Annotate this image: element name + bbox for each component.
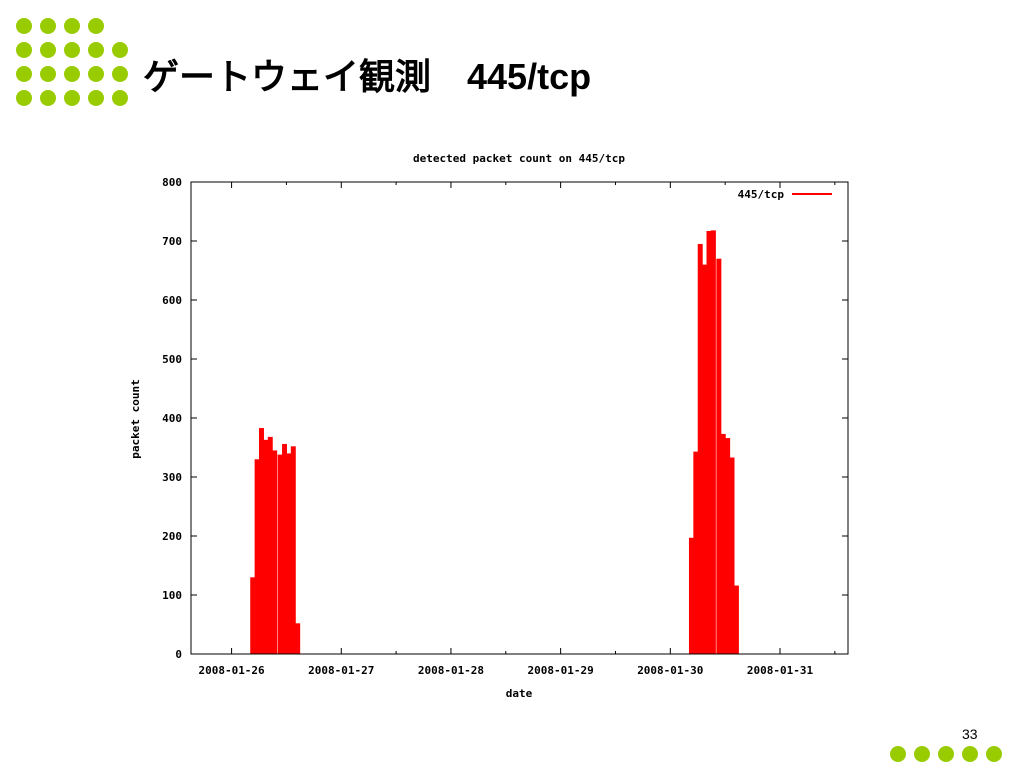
- decorative-dot-row: [890, 746, 1002, 764]
- decorative-dot: [938, 746, 954, 762]
- bar: [254, 459, 260, 654]
- decorative-dot: [40, 18, 56, 34]
- bar: [277, 454, 283, 654]
- bar: [733, 585, 739, 654]
- decorative-dot: [914, 746, 930, 762]
- decorative-dot: [890, 746, 906, 762]
- plot-frame: [190, 181, 849, 655]
- bar: [716, 258, 722, 654]
- chart-legend: 445/tcp: [738, 188, 832, 201]
- decorative-dot: [88, 18, 104, 34]
- x-axis-label: date: [506, 687, 533, 700]
- decorative-dot: [88, 90, 104, 106]
- decorative-dot: [64, 42, 80, 58]
- x-tick-label: 2008-01-29: [528, 664, 594, 677]
- decorative-dot: [40, 66, 56, 82]
- y-axis-label: packet count: [129, 379, 142, 458]
- y-tick-label: 500: [162, 353, 182, 366]
- bar: [702, 264, 708, 654]
- bar: [263, 439, 269, 654]
- decorative-dot: [88, 42, 104, 58]
- x-tick-label: 2008-01-30: [637, 664, 703, 677]
- bar: [697, 243, 703, 654]
- chart-title: detected packet count on 445/tcp: [413, 152, 625, 165]
- page-number: 33: [962, 726, 978, 742]
- bar: [259, 428, 264, 654]
- axis-ticks: 0 100 200 300 400 500 600 700 800 2008-01-26 2008-…: [162, 176, 848, 677]
- bar: [272, 450, 278, 654]
- bar: [295, 623, 301, 654]
- x-tick-label: 2008-01-31: [747, 664, 814, 677]
- bar: [267, 436, 273, 654]
- x-tick-label: 2008-01-27: [308, 664, 374, 677]
- bar: [688, 537, 694, 654]
- bar: [290, 446, 296, 654]
- y-tick-label: 200: [162, 530, 182, 543]
- decorative-dot: [64, 66, 80, 82]
- decorative-dot: [112, 66, 128, 82]
- slide-title-japanese: ゲートウェイ観測: [143, 56, 432, 97]
- decorative-dot: [16, 42, 32, 58]
- slide-title: ゲートウェイ観測 445/tcp: [143, 48, 591, 100]
- bar: [729, 457, 735, 654]
- y-tick-label: 800: [162, 176, 182, 189]
- legend-label: 445/tcp: [738, 188, 785, 201]
- decorative-dot: [986, 746, 1002, 762]
- decorative-dot: [16, 66, 32, 82]
- bar: [286, 453, 292, 654]
- decorative-dot: [112, 42, 128, 58]
- bar: [250, 577, 256, 654]
- bar: [710, 230, 716, 654]
- decorative-dot: [40, 90, 56, 106]
- bar: [282, 443, 288, 654]
- bar: [693, 451, 699, 654]
- y-tick-label: 0: [175, 648, 182, 661]
- decorative-dot: [64, 18, 80, 34]
- decorative-dot: [88, 66, 104, 82]
- y-tick-label: 100: [162, 589, 182, 602]
- decorative-dot-grid: [16, 18, 128, 114]
- decorative-dot: [962, 746, 978, 762]
- decorative-dot: [64, 90, 80, 106]
- x-tick-label: 2008-01-26: [198, 664, 265, 677]
- bar: [720, 433, 726, 654]
- decorative-dot: [16, 18, 32, 34]
- bar: [725, 438, 731, 654]
- y-tick-label: 400: [162, 412, 182, 425]
- decorative-dot: [40, 42, 56, 58]
- bar: [706, 230, 712, 654]
- y-tick-label: 300: [162, 471, 182, 484]
- decorative-dot: [16, 90, 32, 106]
- y-tick-label: 600: [162, 294, 182, 307]
- decorative-dot: [112, 90, 128, 106]
- y-tick-label: 700: [162, 235, 182, 248]
- slide-title-port: 445/tcp: [467, 56, 592, 97]
- x-tick-label: 2008-01-28: [418, 664, 484, 677]
- bars-group: [250, 230, 739, 654]
